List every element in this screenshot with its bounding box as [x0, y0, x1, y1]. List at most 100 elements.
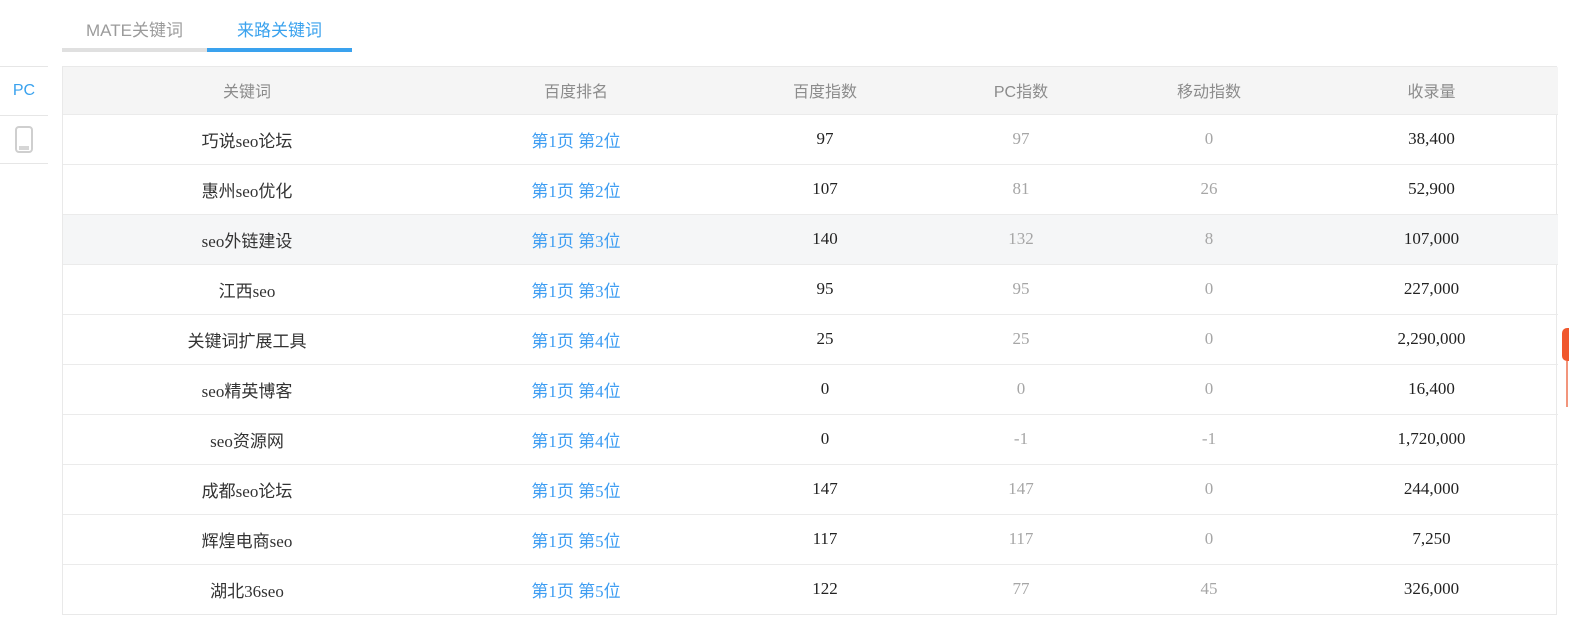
baidu-index-cell: 122 — [721, 563, 929, 614]
rank-cell: 第1页 第2位 — [431, 113, 721, 164]
rank-link[interactable]: 第1页 第3位 — [531, 231, 621, 251]
rank-cell: 第1页 第3位 — [431, 263, 721, 314]
keyword-cell: 惠州seo优化 — [63, 163, 431, 214]
table-row: 关键词扩展工具 第1页 第4位 25 25 0 2,290,000 — [63, 313, 1558, 364]
device-sidebar: PC — [0, 66, 48, 164]
tab-underline-active — [207, 48, 352, 52]
table-row: 惠州seo优化 第1页 第2位 107 81 26 52,900 — [63, 163, 1558, 214]
pc-index-cell: 147 — [929, 463, 1113, 514]
collection-cell: 52,900 — [1305, 163, 1558, 214]
rank-link[interactable]: 第1页 第5位 — [531, 481, 621, 501]
table-row: 巧说seo论坛 第1页 第2位 97 97 0 38,400 — [63, 113, 1558, 164]
tab-mate-keywords[interactable]: MATE关键词 — [62, 8, 207, 52]
rank-cell: 第1页 第2位 — [431, 163, 721, 214]
pc-index-cell: -1 — [929, 413, 1113, 464]
mobile-index-cell: 0 — [1113, 363, 1305, 414]
rank-cell: 第1页 第5位 — [431, 563, 721, 614]
mobile-index-cell: 45 — [1113, 563, 1305, 614]
baidu-index-cell: 0 — [721, 413, 929, 464]
baidu-index-cell: 117 — [721, 513, 929, 564]
mobile-index-cell: 0 — [1113, 113, 1305, 164]
tab-incoming-keywords[interactable]: 来路关键词 — [207, 8, 352, 52]
pc-index-cell: 95 — [929, 263, 1113, 314]
col-header-mobile-index: 移动指数 — [1113, 67, 1305, 114]
keyword-cell: 辉煌电商seo — [63, 513, 431, 564]
keyword-cell: seo外链建设 — [63, 213, 431, 264]
table-row: 辉煌电商seo 第1页 第5位 117 117 0 7,250 — [63, 513, 1558, 564]
collection-cell: 2,290,000 — [1305, 313, 1558, 364]
rank-cell: 第1页 第4位 — [431, 413, 721, 464]
baidu-index-cell: 25 — [721, 313, 929, 364]
collection-cell: 38,400 — [1305, 113, 1558, 164]
collection-cell: 244,000 — [1305, 463, 1558, 514]
pc-index-cell: 132 — [929, 213, 1113, 264]
rank-link[interactable]: 第1页 第2位 — [531, 181, 621, 201]
pc-index-cell: 0 — [929, 363, 1113, 414]
baidu-index-cell: 140 — [721, 213, 929, 264]
mobile-index-cell: 0 — [1113, 513, 1305, 564]
mobile-index-cell: 8 — [1113, 213, 1305, 264]
baidu-index-cell: 0 — [721, 363, 929, 414]
keywords-table: 关键词 百度排名 百度指数 PC指数 移动指数 收录量 巧说seo论坛 第1页 … — [63, 67, 1558, 614]
rank-cell: 第1页 第3位 — [431, 213, 721, 264]
keyword-cell: 关键词扩展工具 — [63, 313, 431, 364]
keyword-cell: 江西seo — [63, 263, 431, 314]
pc-index-cell: 25 — [929, 313, 1113, 364]
rank-cell: 第1页 第5位 — [431, 513, 721, 564]
col-header-pc-index: PC指数 — [929, 67, 1113, 114]
pc-index-cell: 97 — [929, 113, 1113, 164]
keyword-cell: seo资源网 — [63, 413, 431, 464]
col-header-baidu-index: 百度指数 — [721, 67, 929, 114]
rank-link[interactable]: 第1页 第3位 — [531, 281, 621, 301]
rank-link[interactable]: 第1页 第4位 — [531, 331, 621, 351]
col-header-collection: 收录量 — [1305, 67, 1558, 114]
table-row: seo资源网 第1页 第4位 0 -1 -1 1,720,000 — [63, 413, 1558, 464]
pc-index-cell: 117 — [929, 513, 1113, 564]
collection-cell: 107,000 — [1305, 213, 1558, 264]
collection-cell: 1,720,000 — [1305, 413, 1558, 464]
keyword-cell: 成都seo论坛 — [63, 463, 431, 514]
tab-label: 来路关键词 — [237, 20, 322, 40]
table-row: 江西seo 第1页 第3位 95 95 0 227,000 — [63, 263, 1558, 314]
mobile-index-cell: 0 — [1113, 263, 1305, 314]
collection-cell: 326,000 — [1305, 563, 1558, 614]
sidebar-item-pc[interactable]: PC — [0, 66, 48, 115]
rank-cell: 第1页 第5位 — [431, 463, 721, 514]
baidu-index-cell: 97 — [721, 113, 929, 164]
table-header-row: 关键词 百度排名 百度指数 PC指数 移动指数 收录量 — [63, 67, 1558, 114]
pc-index-cell: 81 — [929, 163, 1113, 214]
keywords-table-container: 关键词 百度排名 百度指数 PC指数 移动指数 收录量 巧说seo论坛 第1页 … — [62, 66, 1558, 615]
mobile-index-cell: -1 — [1113, 413, 1305, 464]
mobile-index-cell: 0 — [1113, 313, 1305, 364]
mobile-index-cell: 26 — [1113, 163, 1305, 214]
side-float-widget[interactable] — [1562, 328, 1569, 361]
baidu-index-cell: 147 — [721, 463, 929, 514]
mobile-index-cell: 0 — [1113, 463, 1305, 514]
sidebar-item-mobile[interactable] — [0, 115, 48, 164]
table-row: 湖北36seo 第1页 第5位 122 77 45 326,000 — [63, 563, 1558, 614]
pc-index-cell: 77 — [929, 563, 1113, 614]
table-row: 成都seo论坛 第1页 第5位 147 147 0 244,000 — [63, 463, 1558, 514]
rank-link[interactable]: 第1页 第4位 — [531, 381, 621, 401]
baidu-index-cell: 107 — [721, 163, 929, 214]
keyword-cell: 湖北36seo — [63, 563, 431, 614]
rank-cell: 第1页 第4位 — [431, 363, 721, 414]
baidu-index-cell: 95 — [721, 263, 929, 314]
rank-link[interactable]: 第1页 第4位 — [531, 431, 621, 451]
col-header-keyword: 关键词 — [63, 67, 431, 114]
keyword-cell: seo精英博客 — [63, 363, 431, 414]
tab-bar: MATE关键词 来路关键词 — [62, 0, 1569, 52]
pc-label: PC — [12, 82, 36, 99]
rank-link[interactable]: 第1页 第2位 — [531, 131, 621, 151]
collection-cell: 227,000 — [1305, 263, 1558, 314]
collection-cell: 16,400 — [1305, 363, 1558, 414]
table-row-hovered: seo外链建设 第1页 第3位 140 132 8 107,000 — [63, 213, 1558, 264]
side-float-widget-tail — [1566, 361, 1568, 407]
tab-label: MATE关键词 — [86, 20, 183, 40]
rank-link[interactable]: 第1页 第5位 — [531, 581, 621, 601]
main-content: PC 关键词 百度排名 百度指数 PC指数 移动指数 收录量 — [0, 66, 1569, 615]
collection-cell: 7,250 — [1305, 513, 1558, 564]
tab-underline — [62, 48, 207, 52]
col-header-baidu-rank: 百度排名 — [431, 67, 721, 114]
rank-link[interactable]: 第1页 第5位 — [531, 531, 621, 551]
